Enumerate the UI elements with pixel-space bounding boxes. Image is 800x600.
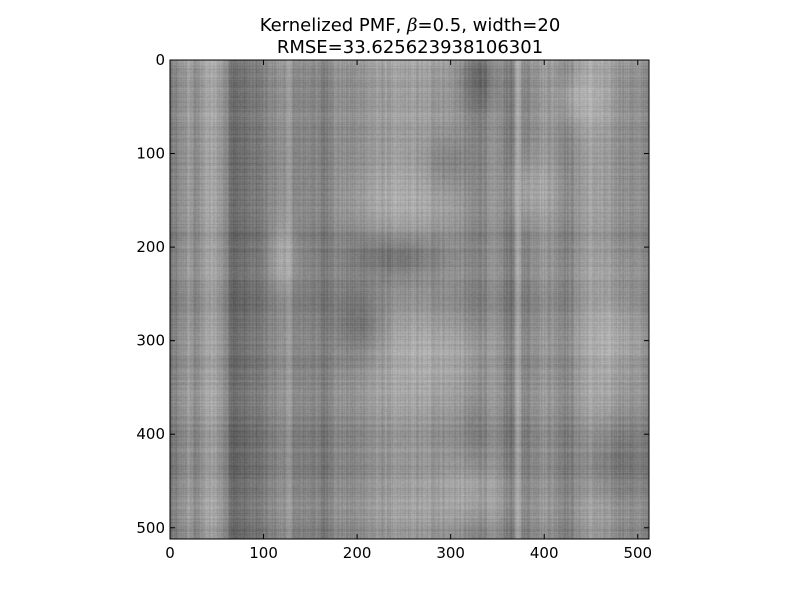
chart-title-beta: β bbox=[406, 15, 417, 36]
x-tick-label-400: 400 bbox=[530, 544, 559, 562]
x-tick-label-100: 100 bbox=[249, 544, 278, 562]
x-tick-label-300: 300 bbox=[436, 544, 465, 562]
heatmap-canvas bbox=[170, 60, 649, 539]
y-tick-label-500: 500 bbox=[136, 519, 165, 537]
x-tick-label-0: 0 bbox=[165, 544, 175, 562]
chart-title-prefix: Kernelized PMF, bbox=[260, 15, 407, 36]
y-tick-label-300: 300 bbox=[136, 332, 165, 350]
x-tick-label-200: 200 bbox=[343, 544, 372, 562]
y-tick-label-0: 0 bbox=[155, 51, 165, 69]
y-tick-label-100: 100 bbox=[136, 145, 165, 163]
chart-title-suffix: =0.5, width=20 bbox=[418, 15, 561, 36]
chart-title-line2: RMSE=33.625623938106301 bbox=[277, 37, 543, 58]
chart-title-line1: Kernelized PMF, β=0.5, width=20 bbox=[260, 15, 561, 36]
x-tick-label-500: 500 bbox=[623, 544, 652, 562]
y-tick-label-200: 200 bbox=[136, 238, 165, 256]
y-tick-label-400: 400 bbox=[136, 425, 165, 443]
heatmap-image bbox=[170, 60, 649, 539]
axes-frame bbox=[169, 59, 650, 540]
